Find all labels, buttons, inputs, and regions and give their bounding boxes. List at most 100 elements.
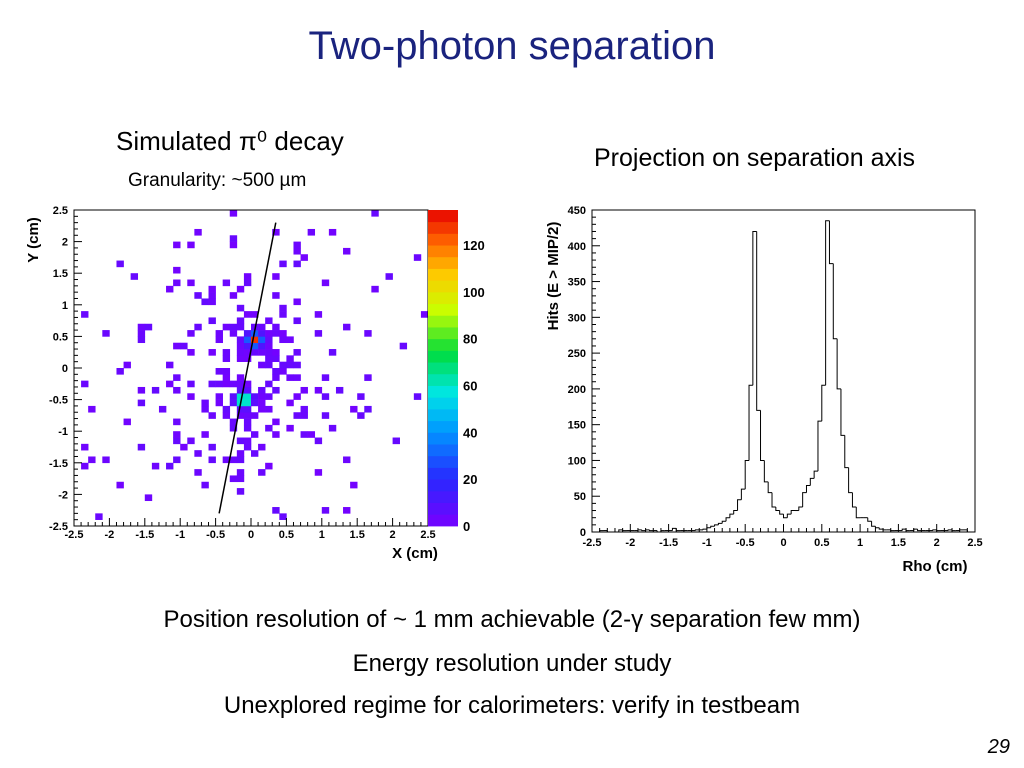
- histogram-bin: [809, 477, 815, 486]
- heatmap-cell: [229, 241, 238, 249]
- heatmap-cell: [321, 507, 330, 514]
- heatmap-cell: [137, 399, 146, 407]
- heatmap-cell: [173, 279, 181, 287]
- heatmap-cell: [81, 311, 89, 318]
- histogram-x-tick-label: 2.5: [967, 537, 982, 549]
- heatmap-cell: [102, 330, 110, 337]
- colorbar-tick-label: 120: [463, 238, 485, 253]
- heatmap-cell: [293, 412, 301, 419]
- heatmap-cell: [236, 349, 245, 356]
- heatmap-cell: [279, 336, 287, 344]
- histogram-bin: [874, 526, 880, 529]
- histogram-bin: [821, 384, 826, 422]
- heatmap-x-tick-label: -2: [105, 529, 115, 541]
- heatmap-cell: [251, 450, 259, 457]
- heatmap-cell: [350, 481, 358, 489]
- heatmap-cell: [265, 342, 273, 350]
- heatmap-cell: [300, 431, 308, 438]
- heatmap-cell: [173, 266, 181, 274]
- heatmap-cell: [371, 210, 379, 217]
- heatmap-cell: [272, 374, 280, 381]
- heatmap-cell: [173, 386, 181, 394]
- histogram-bin: [740, 488, 746, 500]
- histogram-bin: [882, 529, 887, 531]
- heatmap-cell: [151, 462, 160, 470]
- colorbar-segment: [428, 432, 458, 445]
- heatmap-cell: [222, 456, 231, 464]
- histogram-bin: [798, 506, 803, 511]
- histogram-bin: [706, 527, 711, 530]
- heatmap-cell: [215, 368, 223, 375]
- heatmap-cell: [158, 405, 167, 413]
- colorbar-tick-label: 20: [463, 472, 477, 487]
- heatmap-cell: [293, 349, 301, 356]
- heatmap-cell: [243, 443, 252, 451]
- colorbar-tick-label: 60: [463, 379, 477, 394]
- histogram-bin: [947, 529, 953, 531]
- heatmap-y-tick-label: 1: [62, 300, 68, 312]
- heatmap-cell: [229, 323, 238, 331]
- histogram-bin: [622, 529, 627, 532]
- heatmap-cell: [236, 488, 245, 495]
- histogram-y-axis-label: Hits (E > MIP/2): [545, 222, 562, 331]
- heatmap-cell: [144, 323, 153, 331]
- histogram-bin: [767, 481, 773, 494]
- heatmap-cell: [321, 374, 330, 381]
- histogram-bin: [675, 528, 681, 532]
- heatmap-cell: [258, 399, 266, 407]
- heatmap-cell: [222, 368, 231, 375]
- heatmap-cell: [222, 323, 231, 331]
- heatmap-cell: [279, 330, 287, 337]
- heatmap-cell: [321, 279, 330, 287]
- heatmap-cell: [265, 361, 273, 369]
- heatmap-cell: [229, 424, 238, 432]
- heatmap-cell: [251, 399, 259, 407]
- heatmap-y-tick-label: -2: [58, 489, 68, 501]
- heatmap-cell: [236, 323, 245, 331]
- heatmap-cell: [243, 336, 252, 344]
- heatmap-cell: [229, 418, 238, 426]
- heatmap-cell: [173, 342, 181, 350]
- heatmap-cell: [187, 330, 195, 337]
- histogram-bin: [645, 529, 650, 531]
- histogram-bin: [775, 506, 780, 512]
- histogram-bin: [871, 521, 876, 527]
- heatmap-cell: [293, 241, 301, 249]
- heatmap-cell: [123, 418, 131, 426]
- heatmap-cell: [286, 424, 294, 432]
- heatmap-cell: [413, 393, 422, 400]
- heatmap-cell: [208, 412, 216, 419]
- heatmap-cell: [236, 469, 245, 476]
- histogram-bin: [805, 484, 811, 493]
- heatmap-cell: [173, 431, 181, 438]
- heatmap-x-tick-label: -1.5: [135, 529, 154, 541]
- histogram-x-tick-label: 0: [780, 537, 786, 549]
- heatmap-cell: [357, 393, 365, 400]
- heatmap-cell: [286, 361, 294, 369]
- histogram-bin: [733, 510, 738, 515]
- heatmap-cell: [413, 254, 422, 261]
- histogram-bin: [671, 527, 677, 531]
- heatmap-cell: [180, 342, 188, 350]
- heatmap-cell: [229, 475, 238, 483]
- bullet-energy-resolution: Energy resolution under study: [352, 650, 672, 677]
- heatmap-cell: [173, 456, 181, 464]
- heatmap-cell: [187, 393, 195, 400]
- heatmap-cell: [236, 412, 245, 419]
- heatmap-cell: [151, 386, 160, 394]
- histogram-y-tick-label: 400: [568, 241, 586, 253]
- histogram-x-tick-label: 1: [857, 537, 863, 549]
- colorbar-segment: [428, 210, 458, 223]
- heatmap-cell: [258, 361, 266, 369]
- heatmap-cell: [236, 405, 245, 413]
- heatmap-y-tick-label: -1: [58, 426, 68, 438]
- heatmap-cell: [187, 279, 195, 287]
- heatmap-cell: [116, 368, 124, 375]
- histogram-bin: [737, 499, 742, 511]
- heatmap-cell: [265, 424, 273, 432]
- heatmap-x-tick-label: 0: [248, 529, 254, 541]
- heatmap-cell: [243, 393, 252, 400]
- heatmap-cell: [314, 386, 323, 394]
- heatmap-cell: [236, 450, 245, 457]
- heatmap-cell: [258, 330, 266, 337]
